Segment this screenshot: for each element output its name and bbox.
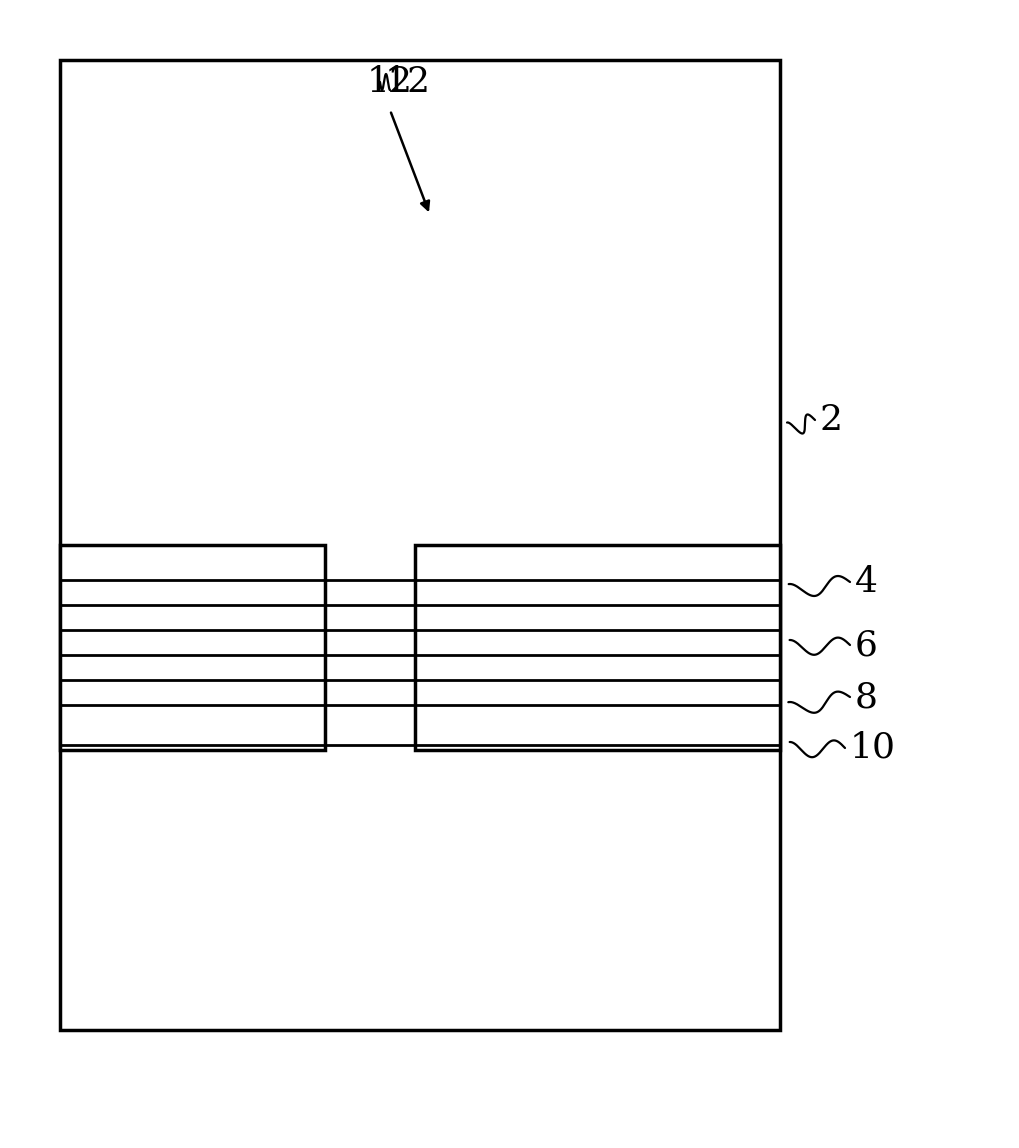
Text: 10: 10 xyxy=(849,731,895,765)
Text: 8: 8 xyxy=(854,680,877,714)
Text: 2: 2 xyxy=(819,403,842,437)
Text: 4: 4 xyxy=(854,565,877,599)
Bar xyxy=(60,60,780,1030)
Bar xyxy=(415,545,780,750)
Text: 12: 12 xyxy=(367,65,413,99)
Text: 12: 12 xyxy=(384,65,431,99)
Text: 6: 6 xyxy=(854,628,877,662)
Bar xyxy=(60,545,325,750)
